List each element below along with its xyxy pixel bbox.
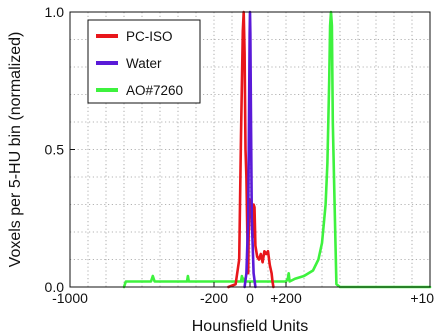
legend-label: AO#7260 [126, 83, 183, 98]
y-tick-label: 0.5 [45, 142, 65, 158]
x-tick-label: +1000 [410, 290, 434, 306]
x-tick-label: -200 [200, 290, 228, 306]
y-axis-title: Voxels per 5-HU bin (normalized) [7, 32, 24, 268]
x-tick-label: +200 [270, 290, 302, 306]
axis-ticks: -1000 -200 0 +200 +1000 0.0 0.5 1.0 [45, 4, 434, 306]
x-axis-title: Hounsfield Units [192, 318, 309, 335]
x-tick-label: -1000 [52, 290, 88, 306]
y-tick-label: 1.0 [45, 4, 65, 20]
x-tick-label: 0 [246, 290, 254, 306]
legend-label: PC-ISO [126, 29, 173, 44]
legend-label: Water [126, 56, 162, 71]
series-line-ao-7260 [122, 10, 432, 289]
y-tick-label: 0.0 [45, 279, 65, 295]
legend: PC-ISO Water AO#7260 [87, 19, 201, 104]
